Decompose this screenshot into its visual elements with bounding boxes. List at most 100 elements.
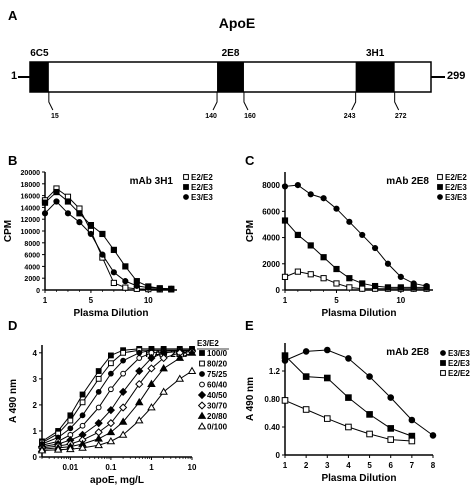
x-tick-label: 10 [144,296,153,305]
data-point [197,390,207,400]
data-point [122,278,129,285]
data-point [440,370,446,376]
y-tick-label: 8000 [24,241,40,248]
data-point [302,406,310,413]
epitope-block-3h1 [355,62,395,92]
y-tick-label: 18000 [21,182,41,189]
data-point [437,174,443,180]
y-tick-label: 16000 [21,194,41,201]
residue-tick [48,92,54,111]
y-tick-label: 2 [33,401,38,410]
data-point [437,194,443,200]
data-point [95,375,102,382]
data-point [106,436,116,445]
data-point [183,184,189,190]
data-point [67,425,74,432]
data-point [159,353,168,363]
data-point [99,230,106,238]
data-point [122,263,129,270]
data-point [199,381,205,388]
data-point [408,416,416,424]
data-point [197,401,207,410]
data-point [199,350,205,356]
data-point [145,284,152,291]
data-point [281,217,289,224]
data-point [53,445,63,453]
series-line [284,271,427,290]
data-point [87,222,95,229]
data-point [371,282,379,290]
data-point [106,406,116,415]
data-point [120,349,127,356]
data-point [99,251,106,258]
epitope-block-6c5 [30,62,49,92]
data-point [135,366,144,376]
y-tick-label: 0 [276,451,281,460]
legend-label: 75/25 [207,370,228,379]
y-tick-label: 4 [33,349,38,358]
legend-label: 20/80 [207,412,228,421]
legend-label: E2/E3 [191,183,213,192]
data-point [66,444,75,453]
data-point [387,394,395,401]
data-point [199,360,205,367]
x-tick-label: 5 [334,296,339,305]
data-point [359,285,366,292]
panel-letter-d: D [8,318,17,333]
x-tick-label: 2 [304,461,309,470]
y-tick-label: 2000 [24,276,40,283]
data-point [147,379,156,387]
data-point [76,210,83,217]
x-tick-label: 1 [283,461,288,470]
data-point [136,349,143,356]
y-tick-label: 0 [33,453,38,462]
data-point [107,386,114,393]
x-tick-label: 1 [43,296,48,305]
data-point [323,346,331,354]
data-point [53,198,60,205]
antibody-annotation: mAb 2E8 [386,176,429,187]
data-point [371,244,379,252]
data-point [118,430,128,438]
residue-label: 243 [344,113,356,120]
y-tick-label: 20000 [21,170,41,177]
data-point [168,285,175,292]
series-line [284,220,427,288]
data-point [440,360,446,366]
data-point [281,352,289,359]
series-line [41,370,193,451]
legend-label: E2/E2 [191,173,213,182]
y-tick-label: 2000 [262,260,280,269]
x-axis-label: apoE, mg/L [90,475,144,486]
data-point [79,391,86,398]
y-tick-label: 14000 [21,205,41,212]
y-tick-label: 4000 [24,264,40,271]
data-point [95,368,102,374]
panel-b-plot: 0 2000 4000 6000 8000 10000 12000 14000 16000 180… [3,170,213,319]
epitope-label-6c5: 6C5 [30,48,49,59]
x-tick-label: 8 [431,461,436,470]
data-point [320,254,327,261]
epitope-label-2e8: 2E8 [222,48,240,59]
data-point [122,284,129,291]
data-point [387,436,395,443]
residue-tick [351,92,357,111]
data-point [133,282,140,289]
data-point [79,412,86,419]
residue-tick [243,92,249,111]
data-point [110,246,117,253]
data-point [120,357,127,364]
data-point [175,353,185,361]
antibody-annotation: mAb 2E8 [145,349,188,360]
data-point [76,219,83,226]
panel-letter-b: B [8,153,17,168]
y-tick-label: 0 [276,286,281,295]
data-point [281,183,289,190]
data-point [78,443,87,451]
data-point [384,284,392,291]
data-point [423,282,430,290]
data-point [345,355,352,362]
end-residue-label: 299 [447,70,465,82]
legend-label: E2/E2 [445,173,467,182]
data-point [307,191,314,198]
